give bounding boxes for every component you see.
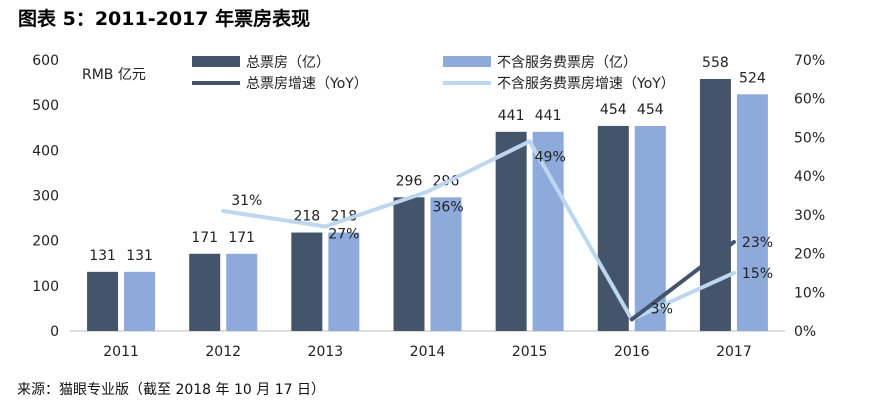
bar-value-label: 454 bbox=[600, 102, 627, 118]
x-tick-label: 2015 bbox=[512, 344, 548, 360]
bar-total-2014 bbox=[393, 197, 425, 331]
bar-net-2012 bbox=[226, 253, 258, 331]
bar-total-2015 bbox=[495, 131, 527, 331]
legend-label: 总票房（亿） bbox=[246, 55, 330, 71]
x-tick-label: 2014 bbox=[410, 344, 446, 360]
bar-net-2011 bbox=[124, 271, 156, 331]
bar-value-label: 524 bbox=[739, 70, 766, 86]
bar-value-label: 558 bbox=[702, 55, 729, 71]
bar-value-label: 131 bbox=[126, 248, 153, 264]
bar-value-label: 441 bbox=[498, 108, 525, 124]
bar-total-2011 bbox=[87, 271, 119, 331]
bar-value-label: 171 bbox=[228, 230, 255, 246]
x-tick-label: 2012 bbox=[205, 344, 241, 360]
y2-tick-label: 20% bbox=[794, 247, 825, 263]
bar-value-label: 454 bbox=[637, 102, 664, 118]
bar-total-2012 bbox=[189, 253, 221, 331]
y2-tick-label: 70% bbox=[794, 53, 825, 69]
x-tick-label: 2011 bbox=[103, 344, 139, 360]
line-value-label: 36% bbox=[433, 200, 464, 216]
line-total-yoy bbox=[629, 239, 736, 322]
y-axis-label: RMB 亿元 bbox=[82, 67, 146, 83]
y-tick-label: 0 bbox=[50, 324, 59, 340]
bar-net-2016 bbox=[634, 125, 666, 332]
bar-value-label: 218 bbox=[293, 209, 320, 225]
y-tick-label: 600 bbox=[32, 53, 59, 69]
y-tick-label: 100 bbox=[32, 279, 59, 295]
line-net-yoy bbox=[221, 139, 736, 322]
bar-net-2015 bbox=[532, 131, 564, 331]
y2-tick-label: 40% bbox=[794, 169, 825, 185]
line-value-label: 49% bbox=[535, 149, 566, 165]
y2-tick-label: 60% bbox=[794, 92, 825, 108]
bar-value-label: 441 bbox=[535, 108, 562, 124]
y2-tick-label: 10% bbox=[794, 285, 825, 301]
legend-swatch bbox=[443, 56, 491, 67]
legend-swatch bbox=[192, 56, 240, 67]
legend-label: 不含服务费票房增速（YoY） bbox=[497, 76, 675, 92]
bar-net-2013 bbox=[328, 232, 360, 331]
bar-total-2016 bbox=[597, 125, 629, 332]
y2-tick-label: 0% bbox=[794, 324, 816, 340]
y-tick-label: 300 bbox=[32, 189, 59, 205]
bar-total-2013 bbox=[291, 232, 323, 331]
source-note: 来源：猫眼专业版（截至 2018 年 10 月 17 日） bbox=[17, 382, 325, 398]
page-title: 图表 5：2011-2017 年票房表现 bbox=[18, 8, 311, 30]
line-value-label: 27% bbox=[328, 226, 359, 242]
legend-label: 不含服务费票房（亿） bbox=[497, 55, 637, 71]
x-tick-label: 2017 bbox=[716, 344, 752, 360]
y-tick-label: 200 bbox=[32, 234, 59, 250]
line-value-label: 23% bbox=[742, 235, 773, 251]
bar-value-label: 296 bbox=[396, 173, 423, 189]
bar-value-label: 131 bbox=[89, 248, 116, 264]
line-value-label: 3% bbox=[651, 301, 673, 317]
bar-net-2017 bbox=[736, 94, 768, 332]
x-tick-label: 2013 bbox=[308, 344, 344, 360]
line-value-label: 15% bbox=[742, 266, 773, 282]
y2-tick-label: 30% bbox=[794, 208, 825, 224]
line-value-label: 31% bbox=[231, 193, 262, 209]
y-tick-label: 500 bbox=[32, 98, 59, 114]
y-tick-label: 400 bbox=[32, 143, 59, 159]
bar-value-label: 171 bbox=[191, 230, 218, 246]
legend-label: 总票房增速（YoY） bbox=[246, 76, 368, 92]
x-tick-label: 2016 bbox=[614, 344, 650, 360]
bar-net-2014 bbox=[430, 197, 462, 331]
y2-tick-label: 50% bbox=[794, 130, 825, 146]
bar-total-2017 bbox=[699, 78, 731, 331]
